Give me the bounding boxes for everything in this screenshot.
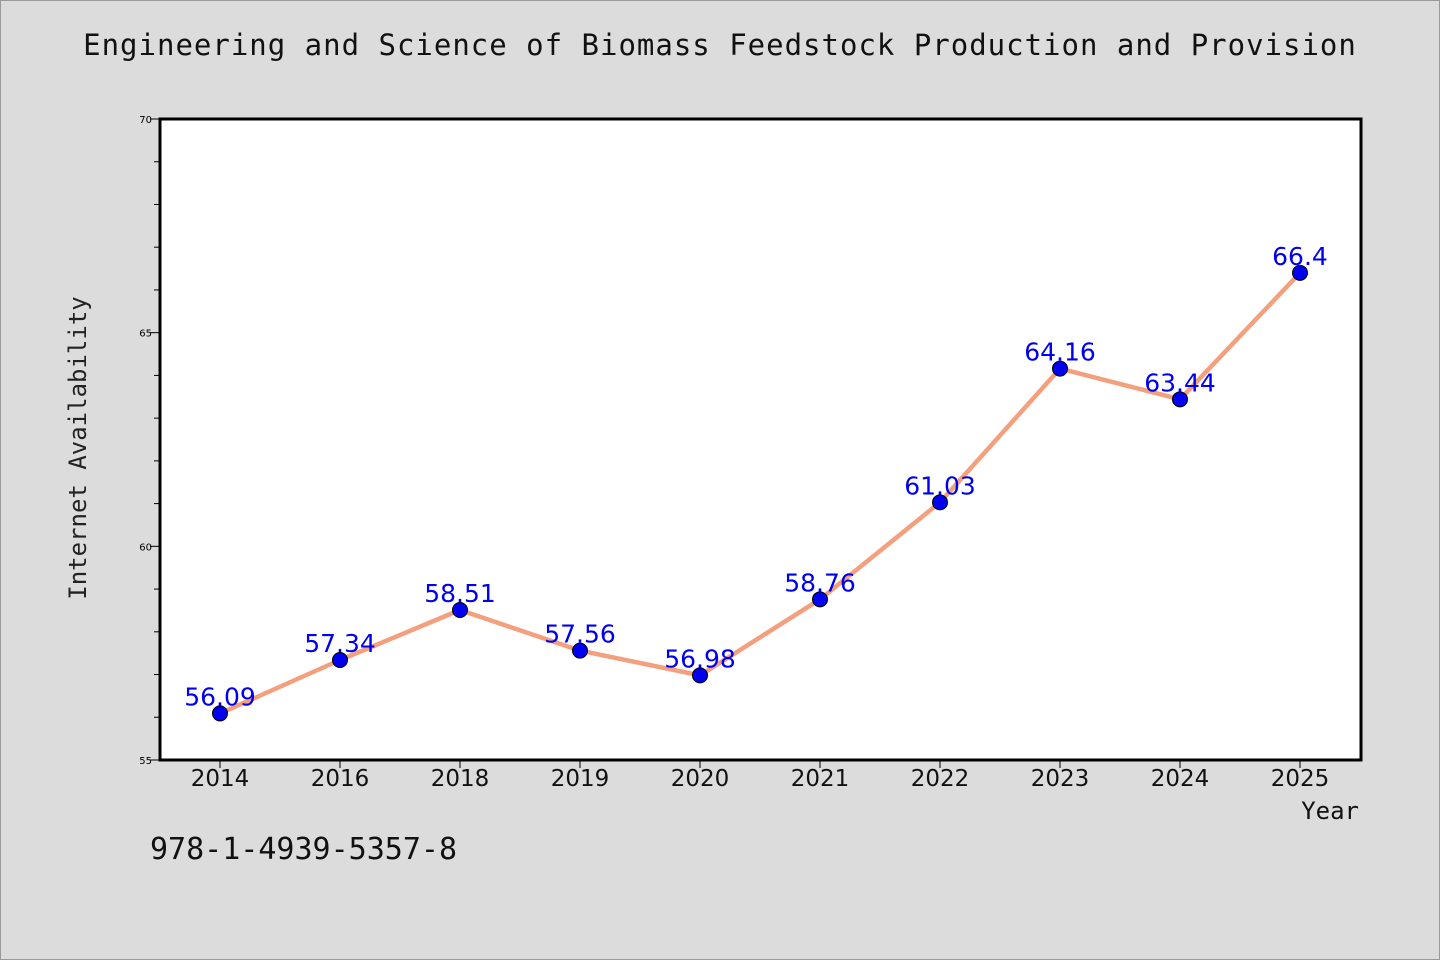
data-point xyxy=(932,494,948,511)
x-tick-label: 2020 xyxy=(671,766,730,792)
y-axis-label: Internet Availability xyxy=(64,296,92,599)
chart-title: Engineering and Science of Biomass Feeds… xyxy=(83,28,1357,62)
x-tick-label: 2019 xyxy=(551,766,610,792)
data-point xyxy=(1052,360,1068,377)
y-tick-label: 65 xyxy=(139,329,152,340)
x-tick-label: 2016 xyxy=(311,766,370,792)
x-tick-label: 2023 xyxy=(1031,766,1090,792)
y-tick-label: 60 xyxy=(139,542,152,553)
x-tick-label: 2021 xyxy=(791,766,850,792)
data-label: 58.76 xyxy=(784,568,856,597)
data-label: 57.56 xyxy=(544,620,616,649)
data-label: 63.44 xyxy=(1144,368,1216,397)
data-label: 64.16 xyxy=(1024,338,1096,367)
x-tick-label: 2018 xyxy=(431,766,490,792)
x-axis-label: Year xyxy=(1301,797,1359,825)
data-label: 58.51 xyxy=(424,579,496,608)
y-tick-label: 70 xyxy=(139,115,152,126)
series-layer: 56.09 57.34 58.51 57.56 56.98 58.76 61.03 64.16… xyxy=(184,242,1328,722)
data-point xyxy=(1292,264,1308,281)
data-label: 66.4 xyxy=(1272,242,1328,271)
data-label: 56.98 xyxy=(664,644,736,673)
data-point xyxy=(1172,391,1188,408)
data-label: 57.34 xyxy=(304,629,376,658)
isbn-footnote: 978-1-4939-5357-8 xyxy=(150,832,458,867)
data-label: 56.09 xyxy=(184,682,256,711)
data-point xyxy=(812,591,828,608)
data-point xyxy=(212,705,228,722)
data-point xyxy=(332,652,348,669)
series-line xyxy=(217,270,1303,716)
x-tick-label: 2025 xyxy=(1271,766,1330,792)
y-tick-label: 55 xyxy=(139,756,152,767)
data-label: 61.03 xyxy=(904,471,976,500)
y-axis: 55 60 65 70 xyxy=(139,115,160,767)
data-point xyxy=(452,602,468,619)
data-point xyxy=(692,667,708,684)
data-point xyxy=(572,642,588,659)
x-axis: 2014 2016 2018 2019 2020 2021 2022 2023 2024 2025 xyxy=(191,760,1330,792)
x-tick-label: 2014 xyxy=(191,766,250,792)
x-tick-label: 2024 xyxy=(1151,766,1210,792)
x-tick-label: 2022 xyxy=(911,766,970,792)
